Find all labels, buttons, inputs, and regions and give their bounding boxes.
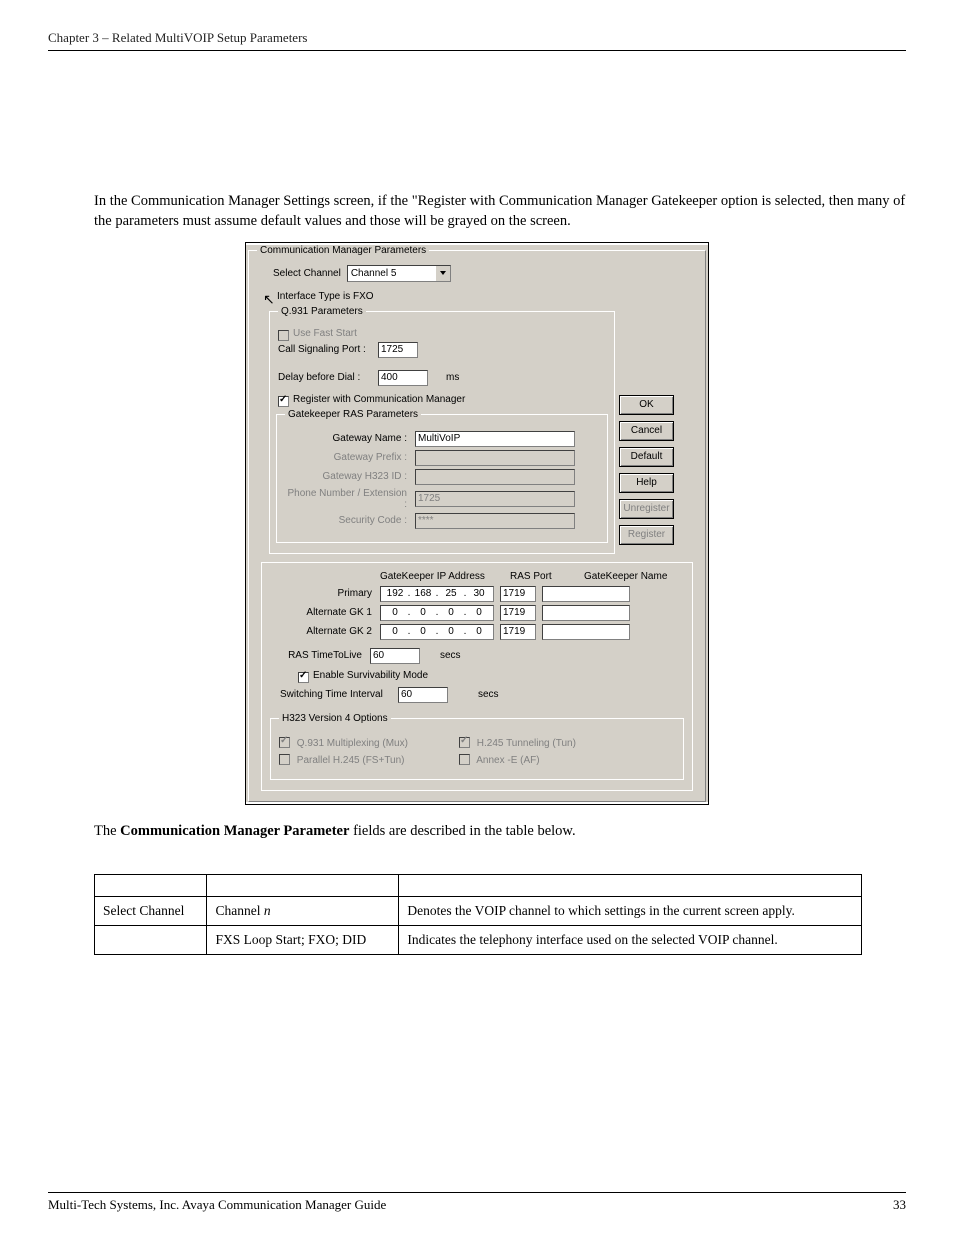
intro-paragraph: In the Communication Manager Settings sc… — [94, 191, 906, 232]
survivability-checkbox[interactable] — [298, 672, 309, 683]
ok-button[interactable]: OK — [619, 395, 674, 415]
gw-prefix-input — [415, 450, 575, 466]
call-sig-input[interactable] — [378, 342, 418, 358]
gw-prefix-label: Gateway Prefix : — [285, 452, 415, 463]
security-input — [415, 513, 575, 529]
alt1-port[interactable] — [500, 605, 536, 621]
alt2-ip[interactable]: 0. 0. 0. 0 — [380, 624, 494, 640]
footer-left: Multi-Tech Systems, Inc. Avaya Communica… — [48, 1197, 386, 1213]
switch-input[interactable] — [398, 687, 448, 703]
parallel-label: Parallel H.245 (FS+Tun) — [297, 755, 405, 766]
alt2-label: Alternate GK 2 — [270, 626, 380, 637]
select-channel-label: Select Channel — [273, 268, 341, 279]
delay-label: Delay before Dial : — [278, 372, 378, 383]
tbl-r1c2: Channel n — [207, 896, 399, 925]
tbl-r2c3: Indicates the telephony interface used o… — [399, 925, 862, 954]
af-checkbox — [459, 754, 470, 765]
q931-groupbox: Q.931 Parameters — [278, 306, 366, 317]
register-checkbox[interactable] — [278, 396, 289, 407]
gw-h323-input — [415, 469, 575, 485]
primary-ip[interactable]: 192. 168. 25. 30 — [380, 586, 494, 602]
col-head-ip: GateKeeper IP Address — [380, 571, 500, 582]
tbl-r1c3: Denotes the VOIP channel to which settin… — [399, 896, 862, 925]
col-head-name: GateKeeper Name — [584, 571, 667, 582]
cursor-icon: ↖ — [263, 291, 277, 309]
register-button: Register — [619, 525, 674, 545]
dialog-title: Communication Manager Parameters — [257, 245, 429, 256]
ttl-unit: secs — [440, 650, 461, 661]
switch-label: Switching Time Interval — [280, 689, 398, 700]
tbl-r2c1 — [95, 925, 207, 954]
param-table: Select Channel Channel n Denotes the VOI… — [94, 874, 862, 955]
fast-start-label: Use Fast Start — [293, 328, 357, 339]
fast-start-checkbox — [278, 330, 289, 341]
help-button[interactable]: Help — [619, 473, 674, 493]
gw-h323-label: Gateway H323 ID : — [285, 471, 415, 482]
survivability-label: Enable Survivability Mode — [313, 670, 428, 681]
tbl-r1c1: Select Channel — [95, 896, 207, 925]
security-label: Security Code : — [285, 515, 415, 526]
interface-type-label: Interface Type is FXO — [277, 291, 374, 302]
ttl-input[interactable] — [370, 648, 420, 664]
primary-port[interactable] — [500, 586, 536, 602]
gw-name-input[interactable] — [415, 431, 575, 447]
chevron-down-icon[interactable] — [435, 266, 450, 281]
parallel-checkbox — [279, 754, 290, 765]
alt2-name[interactable] — [542, 624, 630, 640]
footer-right: 33 — [893, 1197, 906, 1213]
register-label: Register with Communication Manager — [293, 394, 465, 405]
alt1-name[interactable] — [542, 605, 630, 621]
col-head-ras: RAS Port — [510, 571, 568, 582]
ras-groupbox: Gatekeeper RAS Parameters — [285, 409, 421, 420]
mux-label: Q.931 Multiplexing (Mux) — [297, 738, 408, 749]
table-desc: The Communication Manager Parameter fiel… — [94, 823, 906, 840]
alt2-port[interactable] — [500, 624, 536, 640]
delay-unit: ms — [446, 372, 459, 383]
af-label: Annex -E (AF) — [476, 755, 539, 766]
switch-unit: secs — [478, 689, 499, 700]
mux-checkbox — [279, 737, 290, 748]
select-channel-value: Channel 5 — [351, 268, 397, 279]
ttl-label: RAS TimeToLive — [270, 650, 370, 661]
alt1-label: Alternate GK 1 — [270, 607, 380, 618]
select-channel-dropdown[interactable]: Channel 5 — [347, 265, 451, 282]
gw-name-label: Gateway Name : — [285, 433, 415, 444]
tun-checkbox — [459, 737, 470, 748]
alt1-ip[interactable]: 0. 0. 0. 0 — [380, 605, 494, 621]
tbl-r2c2: FXS Loop Start; FXO; DID — [207, 925, 399, 954]
default-button[interactable]: Default — [619, 447, 674, 467]
cancel-button[interactable]: Cancel — [619, 421, 674, 441]
phone-ext-label: Phone Number / Extension : — [285, 488, 415, 510]
primary-name[interactable] — [542, 586, 630, 602]
tun-label: H.245 Tunneling (Tun) — [477, 738, 576, 749]
dialog-screenshot: Communication Manager Parameters Select … — [245, 242, 709, 805]
unregister-button: Unregister — [619, 499, 674, 519]
call-sig-label: Call Signaling Port : — [278, 344, 378, 355]
primary-label: Primary — [270, 588, 380, 599]
h323-groupbox: H323 Version 4 Options — [279, 713, 391, 724]
phone-ext-input — [415, 491, 575, 507]
page-header: Chapter 3 – Related MultiVOIP Setup Para… — [48, 30, 906, 51]
delay-input[interactable] — [378, 370, 428, 386]
